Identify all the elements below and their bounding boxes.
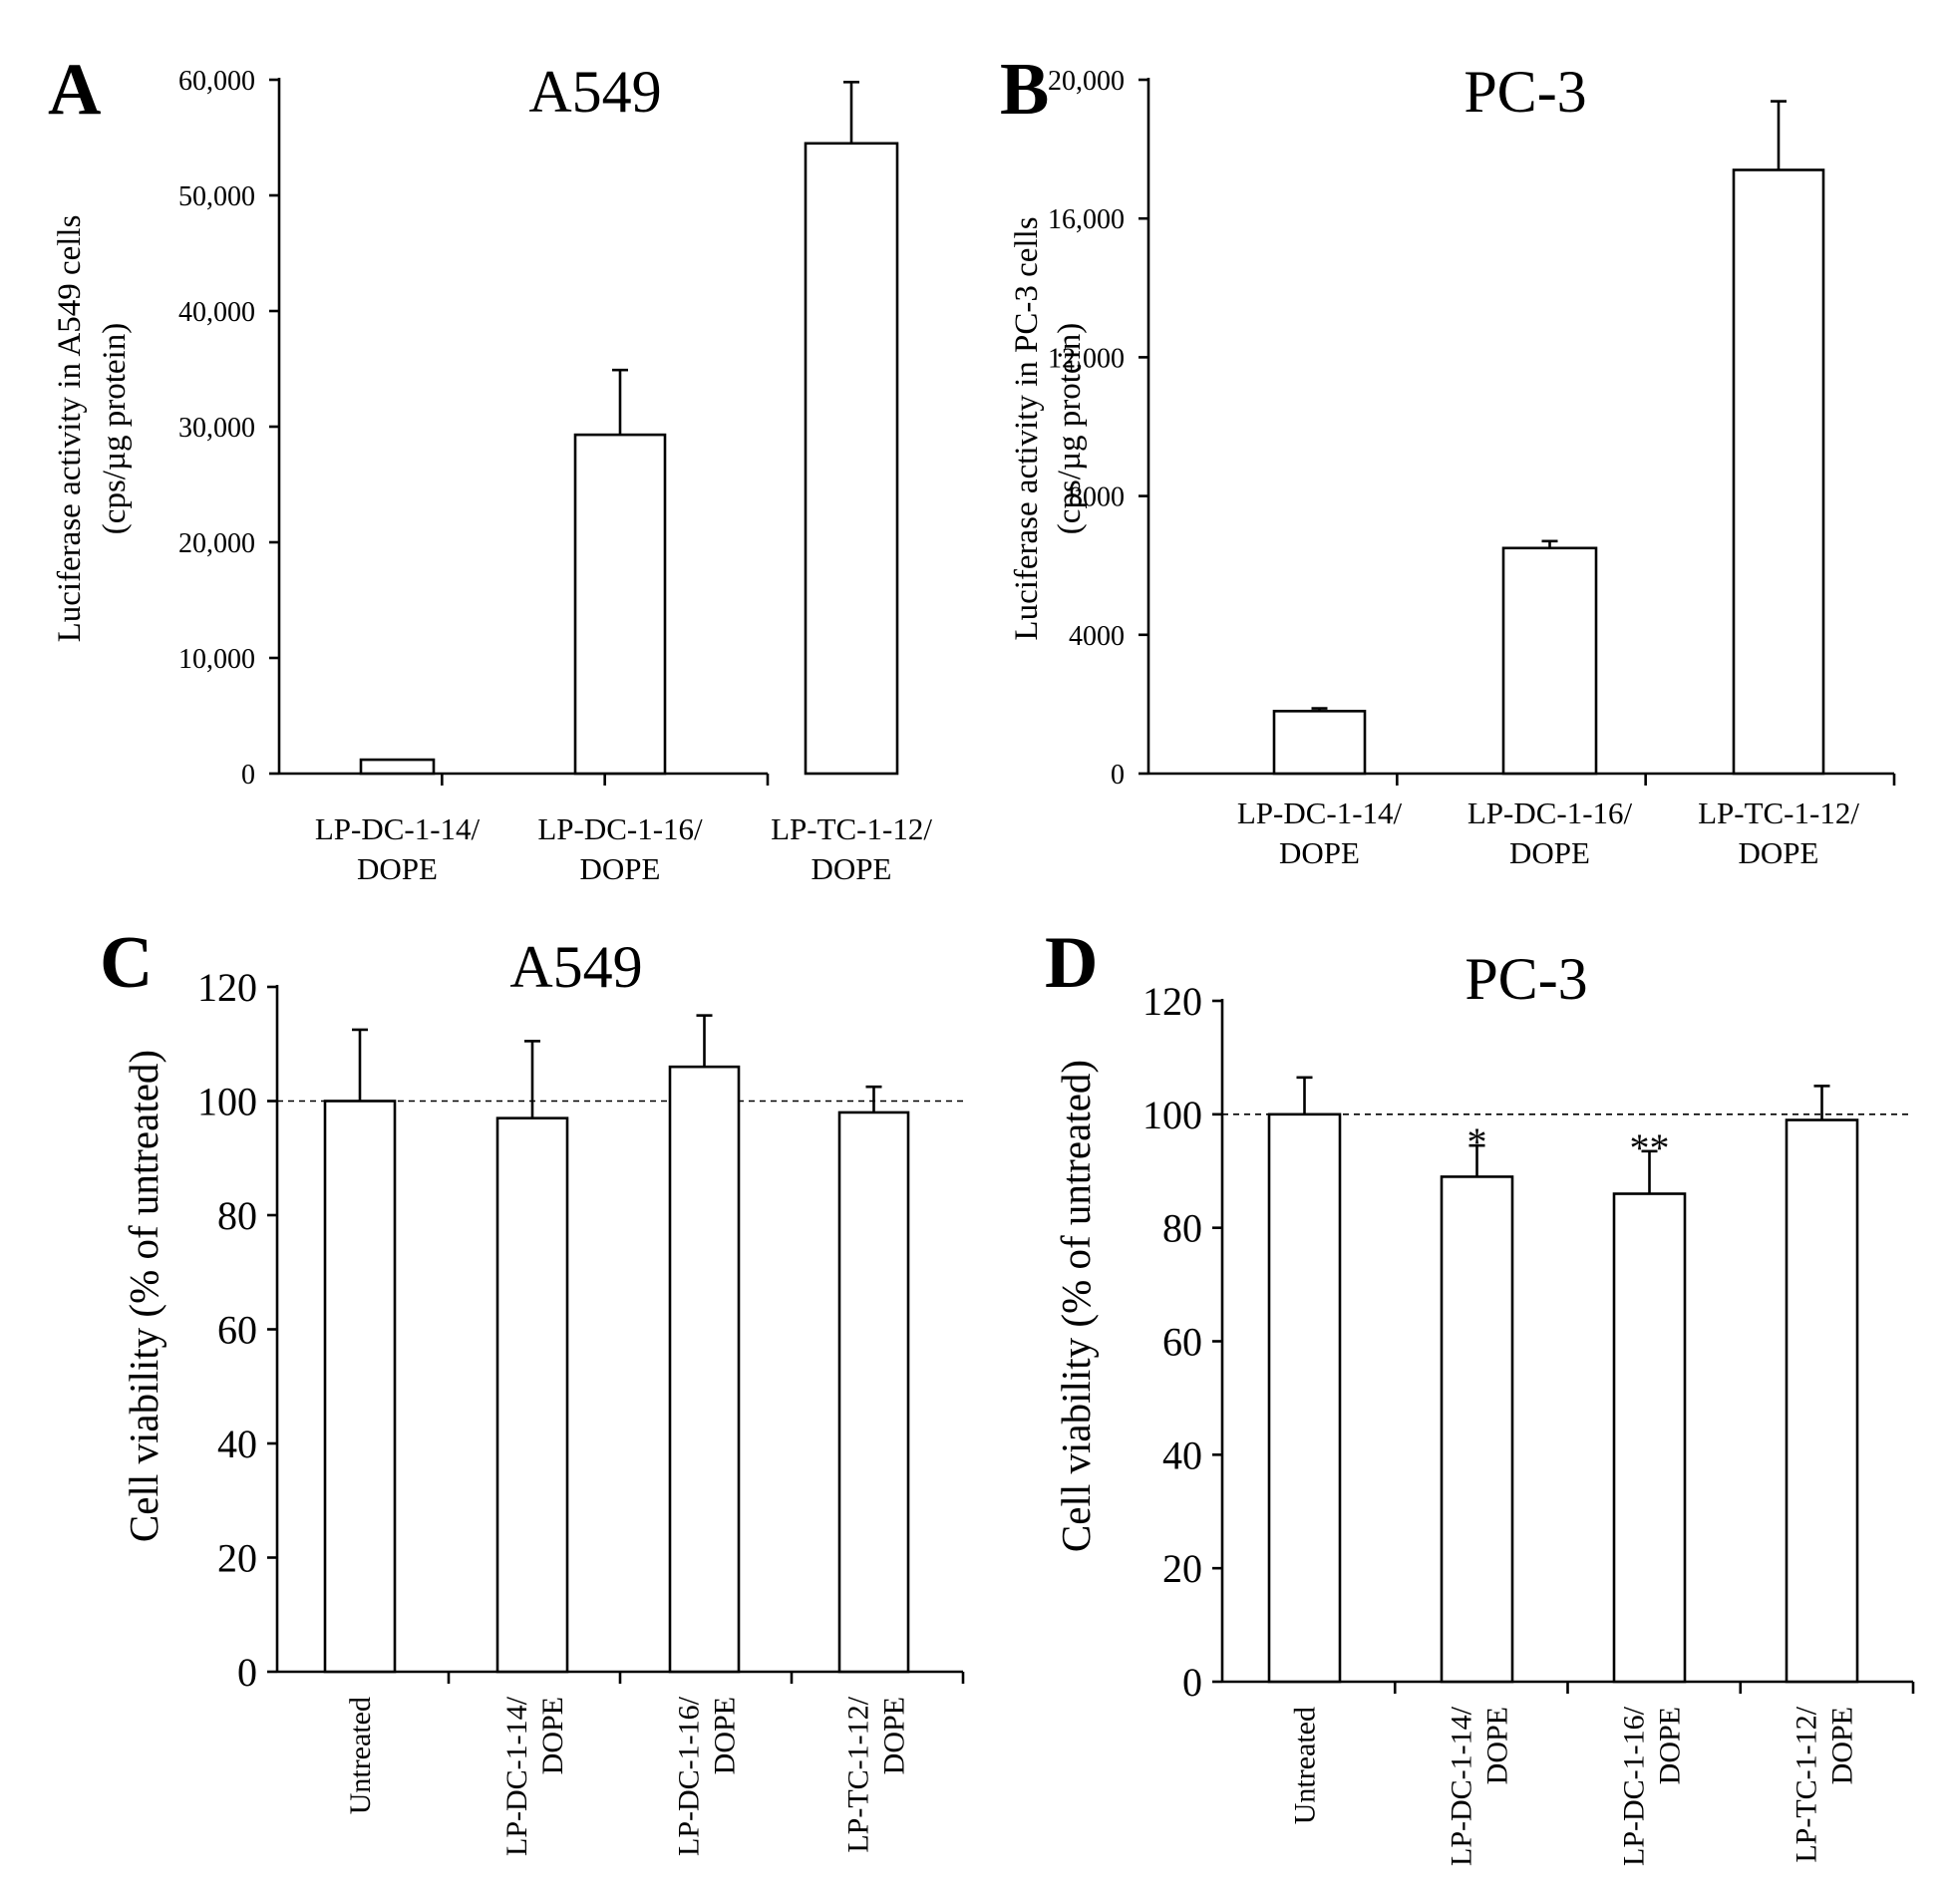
- y-axis-label-units: (cps/µg protein): [97, 323, 133, 534]
- category-label: DOPE: [1654, 1707, 1687, 1784]
- y-tick-label: 60: [1162, 1320, 1202, 1365]
- panel-letter: C: [100, 922, 153, 1004]
- y-tick-label: 20: [217, 1536, 257, 1581]
- category-label: LP-TC-1-12/: [1698, 795, 1859, 830]
- y-tick-label: 20,000: [178, 528, 255, 559]
- category-label: DOPE: [536, 1697, 569, 1774]
- y-tick-label: 0: [1182, 1660, 1202, 1705]
- y-tick-label: 30,000: [178, 413, 255, 444]
- y-tick-label: 10,000: [178, 644, 255, 675]
- category-label: DOPE: [1279, 835, 1360, 870]
- y-tick-label: 40: [217, 1422, 257, 1466]
- category-label-group: LP-DC-1-16/DOPE: [673, 1696, 742, 1856]
- y-axis-label: Luciferase activity in A549 cells: [52, 215, 88, 643]
- chart-title: PC-3: [1465, 946, 1587, 1012]
- panel-c: C A549 0 20 40 60 80 100 120 Untreated LP-DC-1-14/…: [100, 922, 965, 1856]
- bar: [573, 433, 667, 776]
- significance-marker: *: [1467, 1119, 1487, 1164]
- y-tick-label: 20,000: [1048, 66, 1125, 97]
- category-label: LP-DC-1-16/: [1618, 1706, 1651, 1866]
- y-tick-label: 80: [217, 1193, 257, 1238]
- panel-a: A A549 0 10,000 20,000 30,000 40,000 50,000 60,0…: [48, 49, 932, 886]
- bar: [1501, 546, 1598, 776]
- y-axis-label: Cell viability (% of untreated): [1053, 1060, 1099, 1552]
- bar: [359, 758, 436, 776]
- y-tick-label: 16,000: [1048, 204, 1125, 235]
- category-label: LP-DC-1-14/: [1237, 795, 1403, 830]
- y-tick-label: 60: [217, 1308, 257, 1353]
- y-tick-label: 8000: [1069, 482, 1125, 513]
- category-label-group: Untreated: [344, 1697, 377, 1814]
- category-label: DOPE: [357, 851, 438, 886]
- bar: [1272, 710, 1367, 776]
- bar: [1732, 168, 1825, 776]
- panel-letter: A: [48, 49, 101, 131]
- y-tick-label: 60,000: [178, 66, 255, 97]
- y-axis-label: Luciferase activity in PC-3 cells: [1009, 216, 1045, 640]
- category-label-group: LP-TC-1-12/DOPE: [1791, 1706, 1859, 1862]
- category-label: LP-DC-1-16/: [673, 1696, 706, 1856]
- y-axis-label: Cell viability (% of untreated): [121, 1050, 166, 1542]
- panel-letter: D: [1045, 922, 1098, 1004]
- category-label-group: LP-TC-1-12/DOPE: [842, 1696, 911, 1852]
- category-label: LP-TC-1-12/: [771, 811, 932, 846]
- y-tick-label: 100: [197, 1080, 257, 1124]
- category-label: LP-DC-1-14/: [315, 811, 481, 846]
- y-tick-label: 50,000: [178, 181, 255, 212]
- bar: [1440, 1175, 1514, 1684]
- y-tick-label: 0: [1111, 760, 1125, 791]
- y-axis-label-units: (cps/µg protein): [1052, 323, 1088, 534]
- category-label-group: LP-DC-1-16/DOPE: [1618, 1706, 1687, 1866]
- category-label: DOPE: [1826, 1707, 1859, 1784]
- y-tick-label: 40: [1162, 1432, 1202, 1477]
- y-tick-label: 120: [1142, 979, 1202, 1024]
- chart-title: A549: [528, 59, 661, 125]
- bar: [323, 1100, 397, 1674]
- category-label: DOPE: [812, 851, 892, 886]
- category-label: Untreated: [1289, 1707, 1322, 1824]
- category-label: DOPE: [709, 1697, 742, 1774]
- y-tick-label: 12,000: [1048, 343, 1125, 374]
- category-label: LP-DC-1-16/: [1467, 795, 1633, 830]
- y-tick-label: 0: [237, 1650, 257, 1695]
- category-label: LP-TC-1-12/: [842, 1696, 875, 1852]
- y-tick-label: 20: [1162, 1546, 1202, 1591]
- category-label: DOPE: [1739, 835, 1819, 870]
- category-label: LP-DC-1-14/: [1446, 1706, 1478, 1866]
- chart-title: A549: [509, 934, 642, 1000]
- category-label: DOPE: [580, 851, 661, 886]
- panel-letter: B: [1000, 49, 1049, 131]
- y-tick-label: 80: [1162, 1206, 1202, 1251]
- bar: [1785, 1118, 1859, 1684]
- y-tick-label: 4000: [1069, 621, 1125, 652]
- category-label: DOPE: [1509, 835, 1590, 870]
- bar: [1267, 1112, 1342, 1684]
- category-label-group: LP-DC-1-14/DOPE: [1446, 1706, 1514, 1866]
- bar: [668, 1065, 741, 1674]
- category-label: DOPE: [1481, 1707, 1514, 1784]
- category-label-group: LP-DC-1-14/DOPE: [500, 1696, 569, 1856]
- category-label-group: Untreated: [1289, 1707, 1322, 1824]
- y-tick-label: 40,000: [178, 297, 255, 328]
- bar: [495, 1116, 569, 1674]
- y-tick-label: 120: [197, 965, 257, 1010]
- panel-b: B PC-3 0 4000 8000 12,000 16,000 20,000 LP-DC-1-…: [1000, 49, 1896, 870]
- bar: [1612, 1192, 1687, 1684]
- category-label: LP-DC-1-14/: [500, 1696, 533, 1856]
- y-tick-label: 0: [241, 760, 255, 791]
- category-label: Untreated: [344, 1697, 377, 1814]
- significance-marker: **: [1630, 1125, 1670, 1170]
- category-label: DOPE: [878, 1697, 911, 1774]
- category-label: LP-DC-1-16/: [537, 811, 703, 846]
- bar: [837, 1111, 910, 1674]
- bar: [804, 142, 899, 776]
- y-tick-label: 100: [1142, 1093, 1202, 1137]
- category-label: LP-TC-1-12/: [1791, 1706, 1823, 1862]
- chart-title: PC-3: [1464, 59, 1586, 125]
